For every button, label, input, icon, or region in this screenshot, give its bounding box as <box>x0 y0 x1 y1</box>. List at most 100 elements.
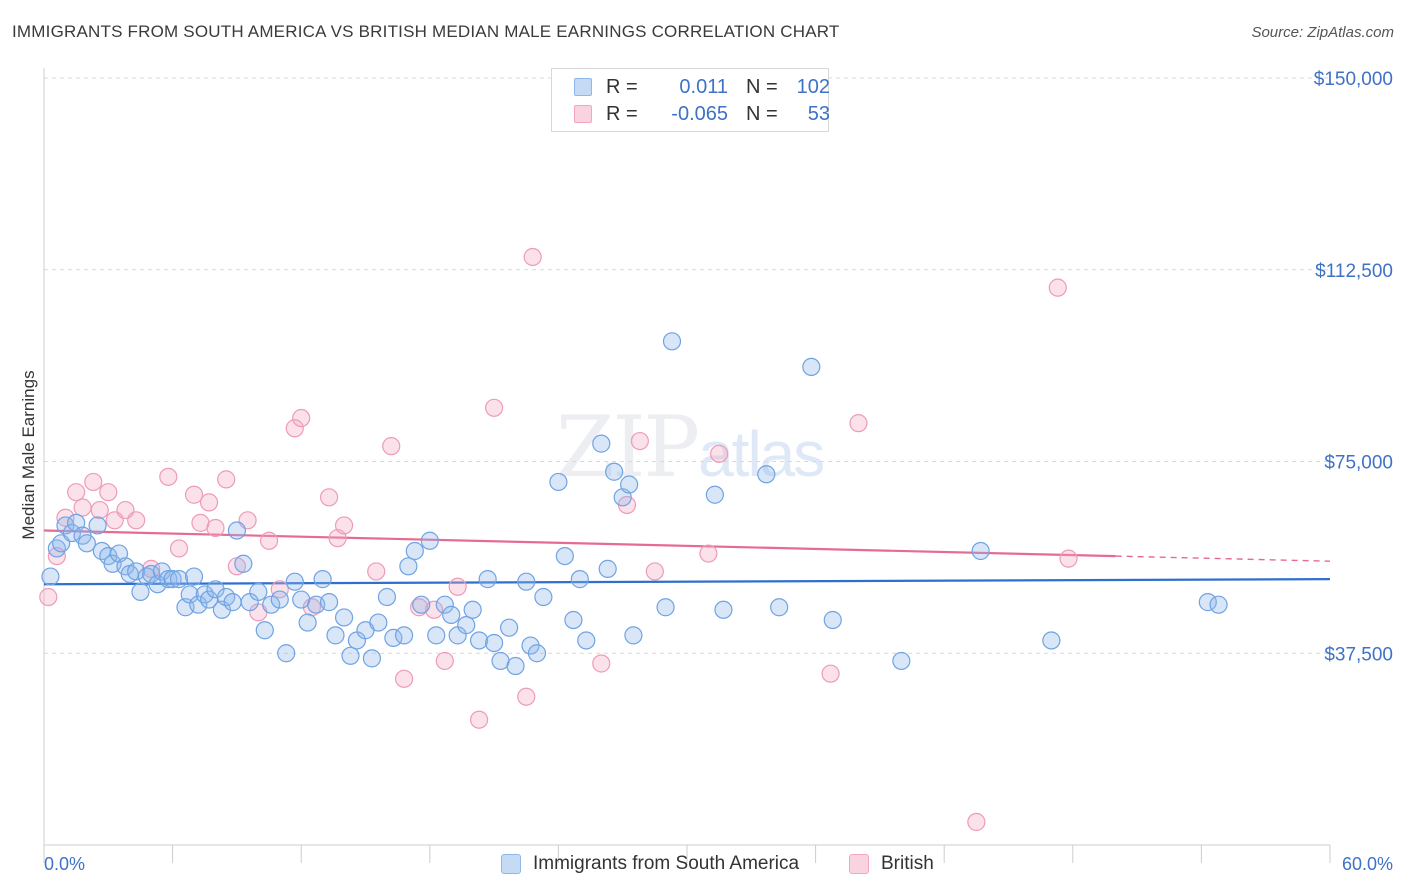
british-point <box>39 587 58 607</box>
south-america-point <box>757 465 776 484</box>
british-point <box>409 598 429 617</box>
bottom-legend-label: British <box>881 853 934 874</box>
british-point <box>967 812 986 832</box>
y-tick-label: $75,000 <box>1324 453 1393 474</box>
british-point <box>217 470 236 489</box>
british-point <box>699 544 718 563</box>
south-america-point <box>234 554 253 573</box>
british-point <box>67 483 86 502</box>
y-tick-label: $150,000 <box>1314 69 1393 90</box>
bottom-legend-swatch-pink <box>849 854 869 874</box>
south-america-point <box>88 516 107 535</box>
south-america-point <box>326 626 345 645</box>
south-america-point <box>384 628 403 648</box>
south-america-point <box>189 595 208 614</box>
south-america-point <box>457 616 476 635</box>
south-america-point <box>399 557 418 576</box>
british-point <box>285 419 304 438</box>
british-point <box>849 414 868 433</box>
legend-row-south-america: R = 0.011 N = 102 <box>574 75 830 99</box>
british-point <box>1059 549 1078 568</box>
legend-r-value: -0.065 <box>671 102 728 125</box>
south-america-point <box>485 633 504 653</box>
series-south-america-points <box>41 332 1228 676</box>
british-point <box>169 539 189 558</box>
watermark: ZIPatlas <box>556 398 825 496</box>
south-america-point <box>131 582 150 601</box>
british-point <box>645 562 664 581</box>
british-point <box>710 444 729 463</box>
series-british-points <box>39 247 1078 832</box>
south-america-point <box>705 485 724 504</box>
south-america-point <box>500 618 519 637</box>
south-america-point <box>971 541 990 561</box>
british-point <box>127 511 146 530</box>
south-america-point <box>662 332 682 351</box>
british-point <box>84 472 103 492</box>
south-america-point <box>369 613 388 632</box>
south-america-point <box>506 656 525 676</box>
south-america-point <box>62 523 81 543</box>
south-america-point <box>892 651 911 671</box>
south-america-point <box>570 570 589 589</box>
south-america-point <box>656 598 675 617</box>
south-america-point <box>262 595 281 614</box>
south-america-point <box>298 613 317 632</box>
bottom-legend-swatch-blue <box>501 854 521 874</box>
british-point <box>159 467 178 486</box>
south-america-point <box>127 562 146 581</box>
south-america-point <box>770 598 789 617</box>
british-point <box>90 500 109 520</box>
british-point <box>367 562 386 581</box>
south-america-point <box>714 600 733 619</box>
british-point <box>56 508 75 527</box>
south-america-point <box>77 534 96 553</box>
chart-source: Source: ZipAtlas.com <box>1251 24 1394 41</box>
south-america-point <box>420 531 439 550</box>
south-america-point <box>1198 593 1217 612</box>
south-america-point <box>577 631 596 650</box>
axes <box>43 68 1331 863</box>
british-point <box>523 247 542 267</box>
south-america-point <box>442 605 461 625</box>
south-america-point <box>469 631 489 650</box>
south-america-point <box>163 570 182 589</box>
british-trend-line <box>43 529 1116 558</box>
south-america-point <box>334 608 354 627</box>
legend-n-label: N = <box>746 102 778 125</box>
south-america-point <box>564 610 583 630</box>
south-america-point <box>1042 631 1061 650</box>
south-america-point <box>142 564 161 584</box>
legend-n-value: 53 <box>807 102 830 125</box>
british-point <box>394 669 414 688</box>
south-america-point <box>1209 595 1228 614</box>
british-point <box>630 431 649 451</box>
tick-labels: $37,500 $75,000 $112,500 $150,000 0.0% 60.0% <box>44 69 1393 874</box>
south-america-point <box>435 595 454 614</box>
south-america-point <box>527 644 547 663</box>
south-america-point <box>255 621 274 640</box>
south-america-point <box>362 649 382 668</box>
british-point <box>319 488 339 507</box>
british-trend-extension <box>1115 555 1331 562</box>
legend-swatch-pink <box>574 105 592 123</box>
x-tick-label: 60.0% <box>1342 854 1393 874</box>
south-america-point <box>549 472 568 492</box>
british-point <box>199 493 219 512</box>
bottom-legend-label: Immigrants from South America <box>533 853 800 874</box>
legend-swatch-blue <box>574 78 592 96</box>
british-point <box>435 651 454 671</box>
south-america-point <box>802 357 821 377</box>
y-tick-label: $37,500 <box>1324 644 1393 665</box>
south-america-point <box>285 572 304 591</box>
british-point <box>592 654 611 673</box>
british-point <box>99 483 118 502</box>
british-point <box>270 580 289 599</box>
south-america-point <box>412 595 431 614</box>
south-america-point <box>223 593 242 612</box>
south-america-point <box>169 570 189 589</box>
south-america-point <box>319 593 339 612</box>
south-america-trend-line <box>43 578 1331 586</box>
south-america-point <box>405 541 424 561</box>
